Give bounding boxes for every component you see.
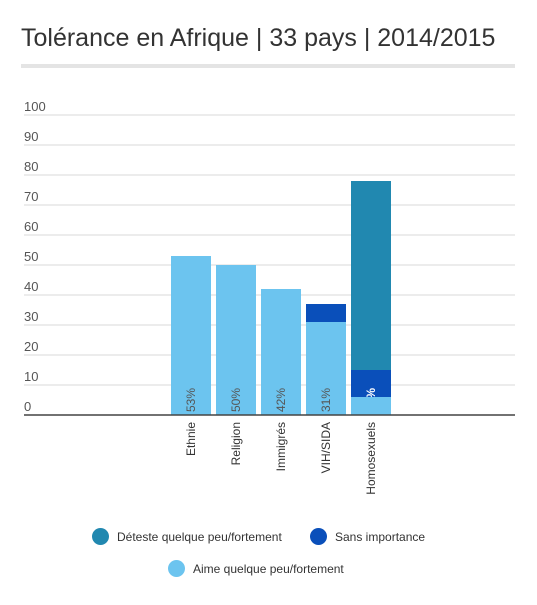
chart-title: Tolérance en Afrique | 33 pays | 2014/20… bbox=[21, 24, 496, 52]
y-tick-label-90: 90 bbox=[24, 129, 38, 144]
data-label-vih-sida-series-2: 31% bbox=[319, 388, 333, 412]
y-tick-label-60: 60 bbox=[24, 219, 38, 234]
legend-label-sans-importance: Sans importance bbox=[335, 529, 426, 544]
x-category-label-1: Religion bbox=[229, 422, 243, 465]
y-tick-label-20: 20 bbox=[24, 339, 38, 354]
legend-swatch-aime bbox=[168, 560, 185, 577]
bar-vih-sida-series-2 bbox=[306, 322, 346, 415]
bar-homosexuels-series-2 bbox=[351, 397, 391, 415]
x-category-label-4: Homosexuels bbox=[364, 422, 378, 495]
legend-item-deteste[interactable]: Déteste quelque peu/fortement bbox=[92, 528, 282, 545]
y-tick-label-100: 100 bbox=[24, 99, 46, 114]
x-category-label-3: VIH/SIDA bbox=[319, 422, 333, 473]
data-label-religion-series-2: 50% bbox=[229, 388, 243, 412]
data-label-ethnie-series-2: 53% bbox=[184, 388, 198, 412]
legend-item-sans-importance[interactable]: Sans importance bbox=[310, 528, 425, 545]
bar-ethnie-series-2 bbox=[171, 256, 211, 415]
bar-immigr-s-series-2 bbox=[261, 289, 301, 415]
y-tick-label-70: 70 bbox=[24, 189, 38, 204]
y-tick-label-80: 80 bbox=[24, 159, 38, 174]
x-category-label-2: Immigrés bbox=[274, 422, 288, 471]
legend-label-deteste: Déteste quelque peu/fortement bbox=[117, 529, 282, 544]
title-divider bbox=[21, 64, 515, 68]
data-label-immigr-s-series-2: 42% bbox=[274, 388, 288, 412]
bar-religion-series-2 bbox=[216, 265, 256, 415]
y-tick-label-40: 40 bbox=[24, 279, 38, 294]
y-tick-label-0: 0 bbox=[24, 399, 31, 414]
legend-swatch-sans-importance bbox=[310, 528, 327, 545]
x-category-label-0: Ethnie bbox=[184, 422, 198, 456]
legend-item-aime[interactable]: Aime quelque peu/fortement bbox=[168, 560, 344, 577]
stacked-bar-chart: 01020304050607080901009%38%53%Ethnie12%3… bbox=[24, 99, 515, 495]
legend-swatch-deteste bbox=[92, 528, 109, 545]
y-tick-label-10: 10 bbox=[24, 369, 38, 384]
y-tick-label-30: 30 bbox=[24, 309, 38, 324]
y-tick-label-50: 50 bbox=[24, 249, 38, 264]
legend-label-aime: Aime quelque peu/fortement bbox=[193, 561, 344, 576]
